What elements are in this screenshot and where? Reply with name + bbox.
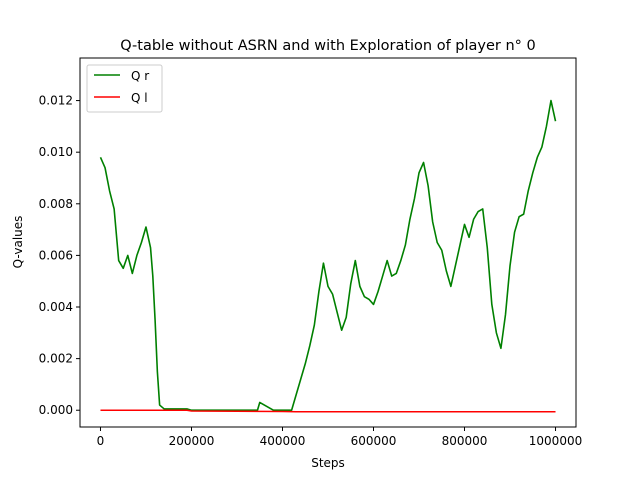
plot-frame bbox=[79, 57, 577, 428]
legend-label-q-l: Q l bbox=[131, 91, 148, 105]
series-line-q-r bbox=[99, 99, 557, 412]
y-axis: 0.000 0.002 0.004 0.006 0.008 0.010 0.012 bbox=[39, 94, 80, 417]
legend-box bbox=[86, 64, 163, 113]
y-axis-label: Q-values bbox=[11, 216, 25, 269]
legend: Q r Q l bbox=[86, 64, 163, 113]
y-tick-label: 0.008 bbox=[39, 197, 73, 211]
x-tick-label: 600000 bbox=[351, 434, 397, 448]
x-tick-label: 0 bbox=[97, 434, 105, 448]
series-line-q-l bbox=[100, 409, 556, 413]
y-tick-label: 0.012 bbox=[39, 94, 73, 108]
series-layer bbox=[99, 99, 557, 413]
x-axis-label: Steps bbox=[311, 456, 345, 470]
y-tick-label: 0.002 bbox=[39, 352, 73, 366]
x-tick-label: 1000000 bbox=[529, 434, 582, 448]
x-tick-label: 400000 bbox=[260, 434, 306, 448]
y-tick-label: 0.010 bbox=[39, 145, 73, 159]
legend-label-q-r: Q r bbox=[131, 69, 149, 83]
y-tick-label: 0.004 bbox=[39, 300, 73, 314]
y-tick-label: 0.000 bbox=[39, 403, 73, 417]
y-tick-label: 0.006 bbox=[39, 248, 73, 262]
x-tick-label: 800000 bbox=[442, 434, 488, 448]
chart-title: Q-table without ASRN and with Exploratio… bbox=[120, 38, 536, 54]
x-axis: 0 200000 400000 600000 800000 1000000 bbox=[97, 427, 582, 448]
x-tick-label: 200000 bbox=[169, 434, 215, 448]
